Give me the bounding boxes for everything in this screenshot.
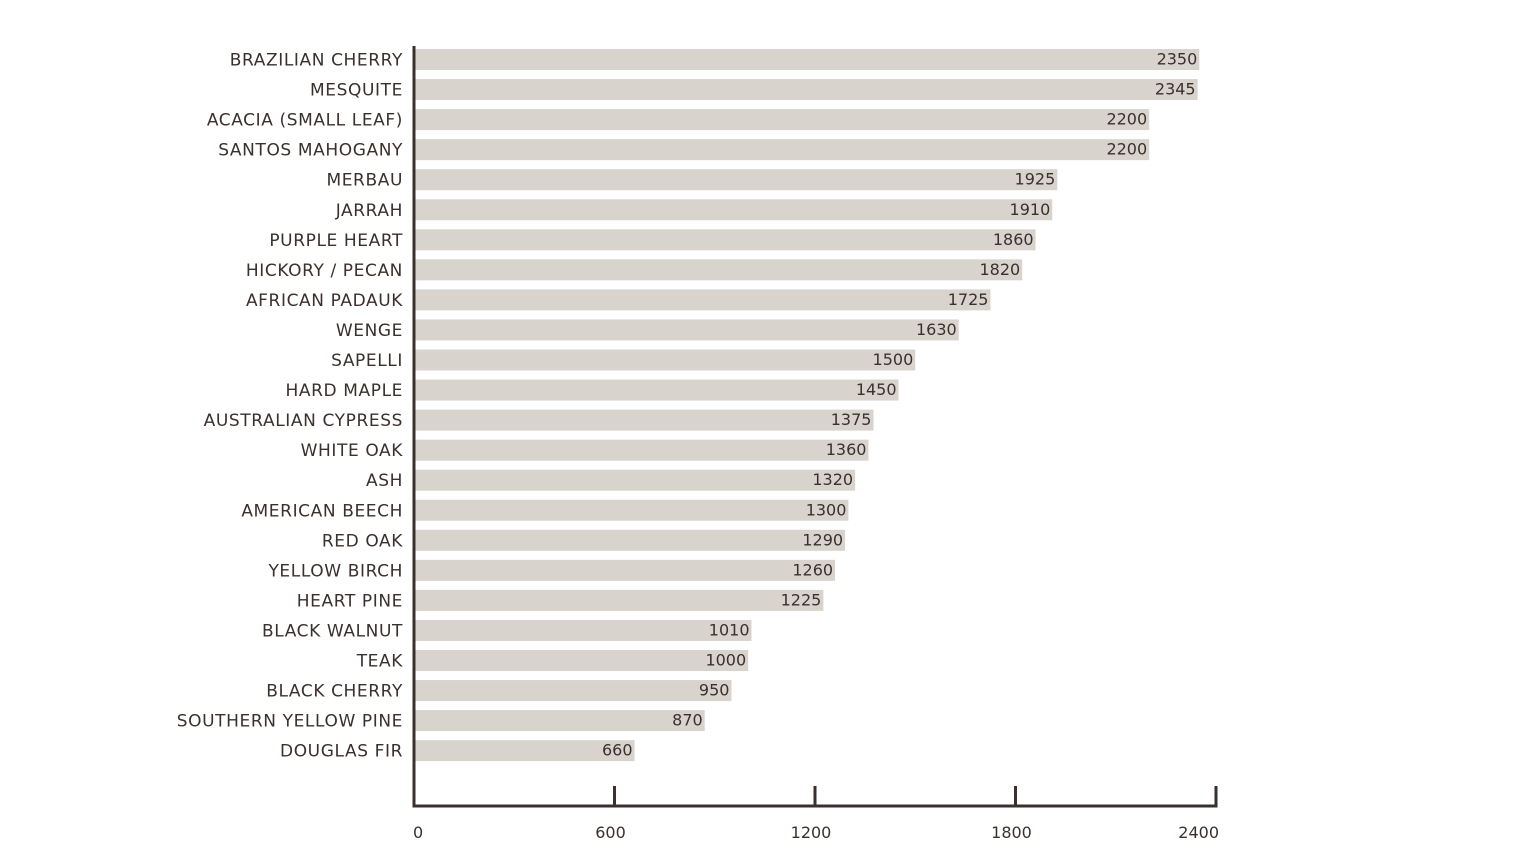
x-tick-label-3: 1800 — [991, 823, 1032, 842]
bar-4 — [414, 169, 1058, 191]
value-label-21: 950 — [699, 681, 730, 700]
bar-8 — [414, 289, 991, 311]
category-label-15: AMERICAN BEECH — [241, 501, 403, 521]
value-label-7: 1820 — [979, 260, 1020, 279]
value-label-12: 1375 — [831, 410, 872, 429]
bar-0 — [414, 49, 1200, 70]
bar-6 — [414, 229, 1036, 251]
category-label-4: MERBAU — [326, 171, 403, 191]
bar-13 — [414, 439, 869, 461]
bar-11 — [414, 379, 899, 401]
value-label-16: 1290 — [802, 530, 843, 549]
value-label-11: 1450 — [856, 380, 897, 399]
value-label-23: 660 — [602, 741, 633, 760]
bar-21 — [414, 680, 732, 702]
value-label-14: 1320 — [812, 470, 853, 489]
value-label-2: 2200 — [1106, 110, 1147, 129]
x-tick-label-4: 2400 — [1178, 823, 1219, 842]
category-labels-group: BRAZILIAN CHERRY MESQUITE ACACIA (SMALL LE… — [177, 51, 403, 762]
value-label-19: 1010 — [709, 620, 750, 639]
value-labels-group: 2350 2345 2200 2200 1925 1910 1860 1820 1725 1630… — [602, 50, 1197, 760]
bar-18 — [414, 589, 824, 611]
bar-14 — [414, 469, 856, 491]
value-label-20: 1000 — [705, 651, 746, 670]
bar-9 — [414, 319, 959, 341]
category-label-12: AUSTRALIAN CYPRESS — [204, 411, 403, 431]
category-label-7: HICKORY / PECAN — [246, 261, 403, 281]
category-label-5: JARRAH — [335, 201, 403, 221]
category-label-11: HARD MAPLE — [286, 381, 403, 401]
bar-1 — [414, 79, 1198, 101]
value-label-5: 1910 — [1010, 200, 1051, 219]
x-tick-label-1: 600 — [595, 823, 626, 842]
bars-group — [414, 49, 1200, 762]
value-label-6: 1860 — [993, 230, 1034, 249]
bar-3 — [414, 139, 1150, 161]
bar-17 — [414, 559, 836, 581]
category-label-19: BLACK WALNUT — [262, 621, 403, 641]
bar-5 — [414, 199, 1053, 221]
value-label-0: 2350 — [1157, 50, 1198, 69]
category-label-18: HEART PINE — [297, 591, 403, 611]
bar-19 — [414, 619, 752, 641]
x-ticks-group: 0 600 1200 1800 2400 — [413, 786, 1219, 842]
value-label-9: 1630 — [916, 320, 957, 339]
bar-10 — [414, 349, 916, 371]
bar-12 — [414, 409, 874, 431]
category-label-9: WENGE — [336, 321, 403, 341]
bar-16 — [414, 529, 846, 551]
value-label-8: 1725 — [948, 290, 989, 309]
value-label-17: 1260 — [792, 560, 833, 579]
category-label-21: BLACK CHERRY — [266, 682, 403, 702]
category-label-23: DOUGLAS FIR — [280, 742, 403, 762]
bar-2 — [414, 109, 1150, 131]
category-label-16: RED OAK — [322, 531, 403, 551]
category-label-6: PURPLE HEART — [269, 231, 403, 251]
category-label-20: TEAK — [356, 652, 404, 672]
category-label-17: YELLOW BIRCH — [267, 561, 403, 581]
category-label-3: SANTOS MAHOGANY — [218, 141, 403, 161]
bar-22 — [414, 710, 705, 732]
value-label-15: 1300 — [806, 500, 847, 519]
category-label-22: SOUTHERN YELLOW PINE — [177, 712, 403, 732]
category-label-1: MESQUITE — [310, 81, 403, 101]
value-label-18: 1225 — [781, 590, 822, 609]
value-label-3: 2200 — [1106, 140, 1147, 159]
category-label-8: AFRICAN PADAUK — [246, 291, 403, 311]
category-label-10: SAPELLI — [331, 351, 403, 371]
value-label-13: 1360 — [826, 440, 867, 459]
category-label-14: ASH — [366, 471, 403, 491]
value-label-10: 1500 — [873, 350, 914, 369]
bar-15 — [414, 499, 849, 521]
category-label-0: BRAZILIAN CHERRY — [230, 51, 403, 71]
x-tick-label-0: 0 — [413, 823, 423, 842]
x-tick-label-2: 1200 — [791, 823, 832, 842]
bar-20 — [414, 650, 749, 671]
category-label-13: WHITE OAK — [301, 441, 404, 461]
bar-7 — [414, 259, 1023, 281]
category-label-2: ACACIA (SMALL LEAF) — [207, 111, 403, 131]
value-label-1: 2345 — [1155, 80, 1196, 99]
value-label-22: 870 — [672, 711, 703, 730]
value-label-4: 1925 — [1015, 170, 1056, 189]
bar-23 — [414, 740, 635, 762]
